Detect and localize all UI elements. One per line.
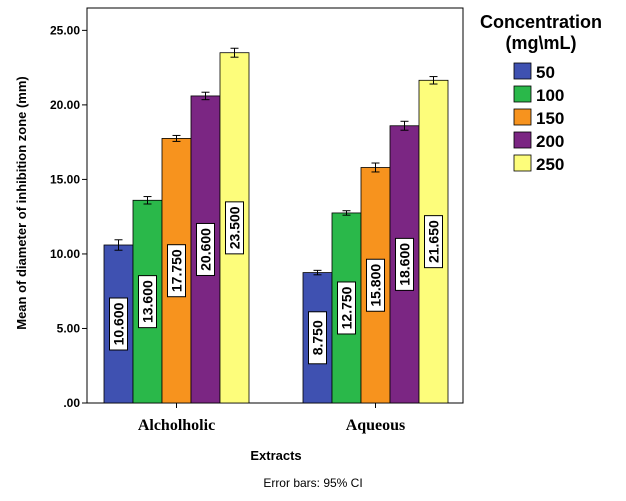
y-tick-label: 20.00 [50,98,80,112]
legend-title-line2: (mg\mL) [506,33,577,53]
data-label: 21.650 [426,220,442,263]
data-label: 10.600 [111,302,127,345]
data-label: 17.750 [169,249,185,292]
legend-label: 150 [536,109,564,128]
legend-items: 50 100 150 200 250 [513,62,564,174]
y-axis-ticks: .00 5.00 10.00 15.00 20.00 25.00 [50,23,87,410]
y-tick-label: 15.00 [50,172,80,186]
data-label: 20.600 [198,228,214,271]
data-label-box [366,258,385,312]
data-labels-layer: 10.600 13.600 17.750 20.600 23.500 8.750 12.75… [109,201,443,365]
legend-swatch [513,108,532,126]
plot-frame [86,7,464,404]
y-tick-label: 10.00 [50,247,80,261]
y-tick-label: 25.00 [50,23,80,37]
x-axis-categories: Alcholholic Aqueous [138,403,405,434]
data-label: 12.750 [339,286,355,329]
data-label-box [167,244,186,298]
y-tick-label: 5.00 [57,321,81,335]
data-label-box [138,275,157,329]
legend-label: 100 [536,86,564,105]
data-label: 15.800 [368,264,384,307]
footnote: Error bars: 95% CI [263,476,362,490]
legend-swatch [513,131,532,149]
legend: Concentration (mg\mL) 50 100 150 200 250 [480,12,602,174]
legend-label: 200 [536,132,564,151]
x-tick-label: Alcholholic [138,417,215,434]
y-axis-title: Mean of diameter of inhibition zone (mm) [14,76,29,330]
legend-swatch [513,62,532,80]
x-tick-label: Aqueous [346,417,406,434]
data-label-box [424,215,443,269]
error-bars-layer [114,47,438,276]
data-label-box [109,297,128,351]
data-label-box [337,281,356,335]
legend-label: 250 [536,155,564,174]
bars-layer [103,52,449,404]
data-label-box [196,222,215,276]
data-label: 13.600 [140,280,156,323]
data-label-box [308,311,327,365]
y-tick-label: .00 [63,396,80,410]
data-label: 18.600 [397,243,413,286]
legend-label: 50 [536,63,555,82]
data-label-box [225,201,244,255]
data-label: 23.500 [227,206,243,249]
data-label-box [395,237,414,291]
legend-swatch [513,154,532,172]
legend-swatch [513,85,532,103]
data-label: 8.750 [310,320,326,355]
legend-title-line1: Concentration [480,12,602,32]
x-axis-title: Extracts [250,448,301,463]
